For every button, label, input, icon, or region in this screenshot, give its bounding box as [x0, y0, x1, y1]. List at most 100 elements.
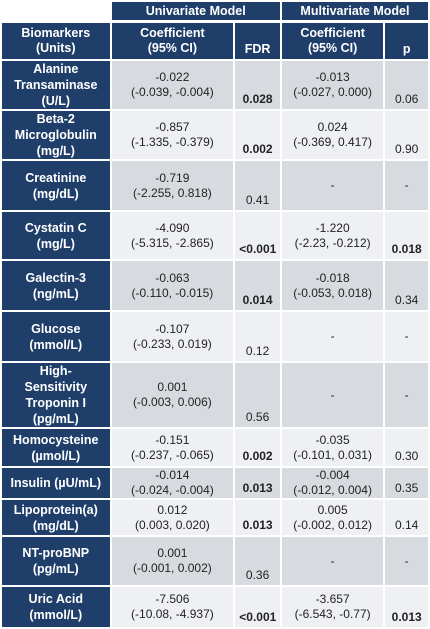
biomarker-name-line: (mg/L) [36, 144, 75, 158]
biomarker-name-cell: Homocysteine (µmol/L) [2, 429, 110, 466]
univariate-coefficient-cell: 0.001 (-0.001, 0.002) [111, 537, 234, 585]
univariate-ci-value: (-10.08, -4.937) [131, 607, 214, 621]
column-header-row: Biomarkers (Units) Coefficient (95% CI) … [2, 23, 428, 59]
fdr-value-cell: 0.013 [235, 468, 280, 498]
fdr-value-cell: 0.014 [235, 261, 280, 310]
univariate-ci-value: (-2.255, 0.818) [133, 185, 212, 200]
multivariate-ci-value: (-0.369, 0.417) [293, 135, 372, 149]
univariate-coefficient-value: -7.506 [155, 592, 190, 606]
univariate-coefficient-cell: -0.014 (-0.024, -0.004) [111, 468, 234, 498]
fdr-value-cell: 0.028 [235, 61, 280, 109]
table-body: Alanine Transaminase (U/L) -0.022 (-0.039, -… [2, 61, 428, 627]
biomarker-name-line: (pg/mL) [32, 412, 79, 426]
multivariate-ci-value: (-2.23, -0.212) [294, 235, 371, 250]
table-row: High- Sensitivity Troponin I (pg/mL) 0.001 (-… [2, 363, 428, 427]
model-group-header-row: Univariate Model Multivariate Model [2, 2, 428, 21]
univariate-ci-value: (-0.024, -0.004) [131, 483, 214, 497]
table-row: NT-proBNP (pg/mL) 0.001 (-0.001, 0.002) 0.36… [2, 537, 428, 585]
biomarkers-header: Biomarkers (Units) [2, 23, 110, 59]
univariate-ci-value: (-0.003, 0.006) [133, 395, 212, 409]
univariate-coefficient-cell: -0.107 (-0.233, 0.019) [111, 312, 234, 361]
univariate-coefficient-cell: -4.090 (-5.315, -2.865) [111, 212, 234, 259]
biomarker-name-line: Lipoprotein(a) [13, 502, 98, 517]
biomarker-name-line: Beta-2 [36, 112, 75, 126]
biomarker-name-line: NT-proBNP [22, 546, 90, 560]
multivariate-coefficient-cell: - [281, 161, 384, 210]
univariate-coefficient-cell: 0.012 (0.003, 0.020) [111, 500, 234, 535]
biomarkers-header-label: Biomarkers [21, 26, 91, 40]
units-header-label: (Units) [35, 41, 76, 55]
biomarker-name-cell: NT-proBNP (pg/mL) [2, 537, 110, 585]
biomarker-name-cell: Galectin-3 (ng/mL) [2, 261, 110, 310]
multivariate-coefficient-value: -0.004 [315, 468, 350, 482]
univariate-coefficient-cell: -0.151 (-0.237, -0.065) [111, 429, 234, 466]
univariate-coefficient-value: -0.063 [155, 270, 190, 285]
multivariate-coefficient-cell: -1.220 (-2.23, -0.212) [281, 212, 384, 259]
fdr-value-cell: 0.013 [235, 500, 280, 535]
univariate-coefficient-cell: -0.022 (-0.039, -0.004) [111, 61, 234, 109]
multivariate-coefficient-cell: - [281, 537, 384, 585]
biomarker-name-line: (mmol/L) [29, 337, 83, 352]
multivariate-coefficient-value: 0.005 [317, 502, 348, 517]
biomarker-name-line: Galectin-3 [25, 270, 86, 285]
biomarker-name-line: Glucose [31, 321, 81, 336]
p-value-cell: 0.018 [385, 212, 428, 259]
univariate-coefficient-value: -0.719 [155, 170, 190, 185]
multivariate-coefficient-value: -3.657 [315, 592, 350, 606]
p-value-cell: - [385, 537, 428, 585]
multivariate-coefficient-value: - [330, 553, 335, 568]
biomarker-name-cell: High- Sensitivity Troponin I (pg/mL) [2, 363, 110, 427]
fdr-value-cell: <0.001 [235, 212, 280, 259]
biomarker-name-cell: Glucose (mmol/L) [2, 312, 110, 361]
multivariate-coefficient-value: -1.220 [315, 220, 350, 235]
multivariate-coefficient-value: -0.013 [315, 70, 350, 84]
biomarker-name-line: (mg/L) [36, 236, 75, 251]
multivariate-coefficient-value: - [330, 178, 335, 192]
multivariate-coefficient-value: - [330, 387, 335, 402]
biomarker-name-line: (mmol/L) [29, 608, 83, 622]
table-row: Lipoprotein(a) (mg/dL) 0.012 (0.003, 0.020)… [2, 500, 428, 535]
univariate-coefficient-header: Coefficient (95% CI) [111, 23, 234, 59]
biomarker-name-line: (mg/dL) [32, 186, 79, 201]
biomarker-name-line: Creatinine [25, 170, 87, 185]
biomarker-name-line: Alanine [33, 62, 79, 76]
univariate-ci-value: (-0.233, 0.019) [133, 336, 212, 351]
p-value-cell: 0.06 [385, 61, 428, 109]
univariate-ci-value: (-1.335, -0.379) [131, 135, 214, 149]
multivariate-coefficient-cell: -0.018 (-0.053, 0.018) [281, 261, 384, 310]
multivariate-coefficient-cell: -3.657 (-6.543, -0.77) [281, 587, 384, 627]
table-row: Insulin (µU/mL) -0.014 (-0.024, -0.004) 0.0… [2, 468, 428, 498]
ci-label: (95% CI) [147, 41, 198, 55]
univariate-coefficient-value: -0.022 [155, 70, 190, 84]
univariate-coefficient-cell: 0.001 (-0.003, 0.006) [111, 363, 234, 427]
table-row: Creatinine (mg/dL) -0.719 (-2.255, 0.818) 0.… [2, 161, 428, 210]
biomarker-name-line: Cystatin C [24, 220, 87, 235]
biomarker-name-cell: Cystatin C (mg/L) [2, 212, 110, 259]
univariate-ci-value: (-0.237, -0.065) [131, 447, 214, 462]
table-row: Glucose (mmol/L) -0.107 (-0.233, 0.019) 0.12… [2, 312, 428, 361]
multivariate-coefficient-cell: - [281, 312, 384, 361]
table-row: Alanine Transaminase (U/L) -0.022 (-0.039, -… [2, 61, 428, 109]
biomarker-name-cell: Insulin (µU/mL) [2, 468, 110, 498]
p-value-cell: 0.34 [385, 261, 428, 310]
biomarker-name-line: Transaminase [14, 78, 98, 92]
biomarker-name-line: (pg/mL) [32, 562, 79, 576]
fdr-header: FDR [235, 23, 280, 59]
p-value-cell: - [385, 161, 428, 210]
fdr-value-cell: 0.12 [235, 312, 280, 361]
p-value-cell: 0.013 [385, 587, 428, 627]
univariate-coefficient-value: -0.014 [155, 468, 190, 482]
biomarker-name-cell: Uric Acid (mmol/L) [2, 587, 110, 627]
multivariate-ci-value: (-0.053, 0.018) [293, 285, 372, 300]
fdr-value-cell: 0.36 [235, 537, 280, 585]
biomarker-name-line: (U/L) [41, 94, 70, 108]
univariate-coefficient-value: -0.107 [155, 321, 190, 336]
biomarker-name-cell: Beta-2 Microglobulin (mg/L) [2, 111, 110, 159]
multivariate-coefficient-cell: 0.005 (-0.002, 0.012) [281, 500, 384, 535]
biomarker-name-line: High- [39, 364, 72, 378]
coefficient-label: Coefficient [140, 26, 205, 40]
univariate-coefficient-cell: -7.506 (-10.08, -4.937) [111, 587, 234, 627]
p-value-cell: 0.90 [385, 111, 428, 159]
table-row: Beta-2 Microglobulin (mg/L) -0.857 (-1.335, … [2, 111, 428, 159]
